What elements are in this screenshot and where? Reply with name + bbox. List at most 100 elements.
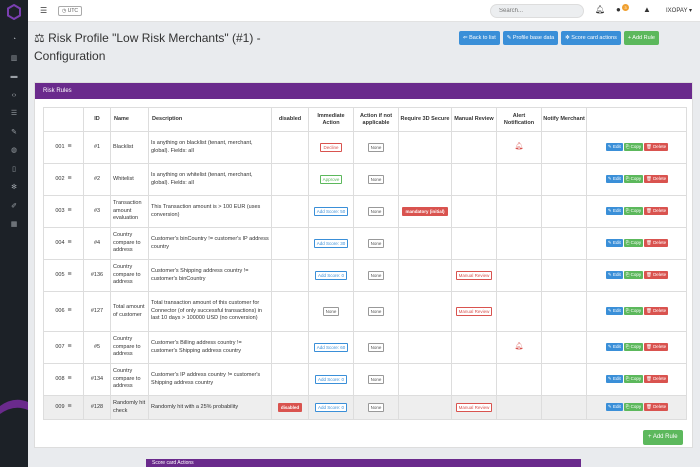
back-to-list-button[interactable]: ⇐ Back to list [459, 31, 500, 45]
delete-button[interactable]: 🗑︎ Delete [644, 307, 669, 316]
drag-handle-icon[interactable]: ≡ [67, 271, 72, 279]
copy-button[interactable]: ⎘ Copy [623, 239, 644, 248]
rule-order[interactable]: 009 ≡ [43, 395, 84, 420]
rule-disabled-cell: disabled [271, 395, 309, 420]
globe-icon[interactable]: ◍ [10, 147, 18, 154]
profile-base-data-button[interactable]: ✎ Profile base data [502, 31, 559, 45]
delete-button[interactable]: 🗑︎ Delete [644, 207, 669, 216]
col-header-description: Description [148, 107, 272, 132]
copy-button[interactable]: ⎘ Copy [623, 175, 644, 184]
rule-description: Randomly hit with a 25% probability [148, 395, 272, 420]
dashboard-icon[interactable]: ◔ [11, 36, 17, 43]
copy-button[interactable]: ⎘ Copy [623, 307, 644, 316]
delete-button[interactable]: 🗑︎ Delete [644, 143, 669, 152]
copy-label: Copy [630, 176, 642, 182]
alert-notification-cell [496, 195, 542, 228]
drag-handle-icon[interactable]: ≡ [67, 207, 72, 215]
notify-merchant-cell [541, 363, 587, 396]
search-input[interactable] [490, 4, 584, 18]
edit-label: Edit [612, 308, 621, 314]
coins-icon[interactable]: ● [616, 5, 621, 14]
not-applicable-action-cell: None [353, 259, 399, 292]
col-header-actions [586, 107, 687, 132]
copy-button[interactable]: ⎘ Copy [623, 271, 644, 280]
page-title: ⚖︎ Risk Profile "Low Risk Merchants" (#1… [34, 29, 324, 65]
immediate-action-cell: None [308, 291, 354, 332]
edit-button[interactable]: ✎ Edit [605, 403, 623, 412]
edit-button[interactable]: ✎ Edit [605, 143, 623, 152]
rule-order[interactable]: 006 ≡ [43, 291, 84, 332]
list-icon[interactable]: ☰ [10, 110, 18, 117]
hamburger-menu-icon[interactable]: ☰ [40, 6, 48, 15]
wrench-icon[interactable]: ✎ [11, 129, 17, 136]
rule-order[interactable]: 003 ≡ [43, 195, 84, 228]
rule-description: Is anything on whitelist (tenant, mercha… [148, 163, 272, 196]
delete-button[interactable]: 🗑︎ Delete [644, 175, 669, 184]
not-applicable-action-tag: None [367, 402, 385, 412]
copy-button[interactable]: ⎘ Copy [623, 343, 644, 352]
score-card-actions-button[interactable]: ✻ Score card actions [561, 31, 621, 45]
edit-button[interactable]: ✎ Edit [605, 343, 623, 352]
delete-button[interactable]: 🗑︎ Delete [644, 375, 669, 384]
code-icon[interactable]: ‹› [11, 92, 17, 99]
add-rule-bottom-button[interactable]: + Add Rule [643, 430, 683, 445]
edit-button[interactable]: ✎ Edit [605, 239, 623, 248]
rule-name: Randomly hit check [110, 395, 149, 420]
delete-button[interactable]: 🗑︎ Delete [644, 271, 669, 280]
delete-label: Delete [653, 144, 667, 150]
tools-icon[interactable]: ✐ [11, 203, 17, 210]
copy-button[interactable]: ⎘ Copy [623, 207, 644, 216]
rule-order[interactable]: 004 ≡ [43, 227, 84, 260]
rule-name: Total amount of customer [110, 291, 149, 332]
copy-button[interactable]: ⎘ Copy [623, 143, 644, 152]
rule-order[interactable]: 007 ≡ [43, 331, 84, 364]
drag-handle-icon[interactable]: ≡ [67, 239, 72, 247]
edit-button[interactable]: ✎ Edit [605, 207, 623, 216]
edit-button[interactable]: ✎ Edit [605, 307, 623, 316]
rule-order[interactable]: 002 ≡ [43, 163, 84, 196]
copy-button[interactable]: ⎘ Copy [623, 375, 644, 384]
bell-icon[interactable]: 🔔︎ [595, 5, 606, 14]
drag-handle-icon[interactable]: ≡ [67, 375, 72, 383]
delete-label: Delete [653, 344, 667, 350]
drag-handle-icon[interactable]: ≡ [67, 143, 72, 151]
edit-button[interactable]: ✎ Edit [605, 175, 623, 184]
calculator-icon[interactable]: ▦ [10, 221, 18, 228]
timezone-badge[interactable]: ◷ UTC [58, 6, 83, 16]
immediate-action-tag: Add Score: 60 [313, 342, 349, 352]
delete-button[interactable]: 🗑︎ Delete [644, 239, 669, 248]
warning-icon[interactable]: ▲ [643, 5, 651, 14]
delete-button[interactable]: 🗑︎ Delete [644, 343, 669, 352]
rule-id: #3 [83, 195, 111, 228]
briefcase-icon[interactable]: ▬ [10, 73, 18, 80]
rule-order[interactable]: 008 ≡ [43, 363, 84, 396]
document-icon[interactable]: ▯ [12, 166, 16, 173]
add-rule-bottom-label: Add Rule [652, 434, 678, 440]
logo-icon[interactable] [6, 4, 22, 20]
drag-handle-icon[interactable]: ≡ [67, 175, 72, 183]
col-header-disabled: disabled [271, 107, 309, 132]
rule-order[interactable]: 005 ≡ [43, 259, 84, 292]
add-rule-top-button[interactable]: + Add Rule [623, 31, 659, 45]
edit-label: Edit [612, 272, 621, 278]
drag-handle-icon[interactable]: ≡ [67, 307, 72, 315]
drag-handle-icon[interactable]: ≡ [67, 403, 72, 411]
edit-label: Edit [612, 176, 621, 182]
settings-icon[interactable]: ✻ [11, 184, 17, 191]
rule-order-number: 004 [55, 240, 65, 247]
drag-handle-icon[interactable]: ≡ [67, 343, 72, 351]
col-header-immediate-action: Immediate Action [308, 107, 354, 132]
chart-icon[interactable]: ▥ [10, 55, 18, 62]
delete-button[interactable]: 🗑︎ Delete [644, 403, 669, 412]
edit-label: Edit [612, 344, 621, 350]
not-applicable-action-tag: None [367, 238, 385, 248]
edit-button[interactable]: ✎ Edit [605, 271, 623, 280]
copy-button[interactable]: ⎘ Copy [623, 403, 644, 412]
edit-button[interactable]: ✎ Edit [605, 375, 623, 384]
rule-order[interactable]: 001 ≡ [43, 131, 84, 164]
rule-description: Customer's Billing address country != cu… [148, 331, 272, 364]
user-menu[interactable]: IXOPAY ▾ [666, 8, 693, 14]
immediate-action-cell: Add Score: 60 [308, 331, 354, 364]
rule-order-number: 006 [55, 308, 65, 315]
risk-rules-panel: Risk Rules ID Name Description disabled … [34, 82, 693, 448]
